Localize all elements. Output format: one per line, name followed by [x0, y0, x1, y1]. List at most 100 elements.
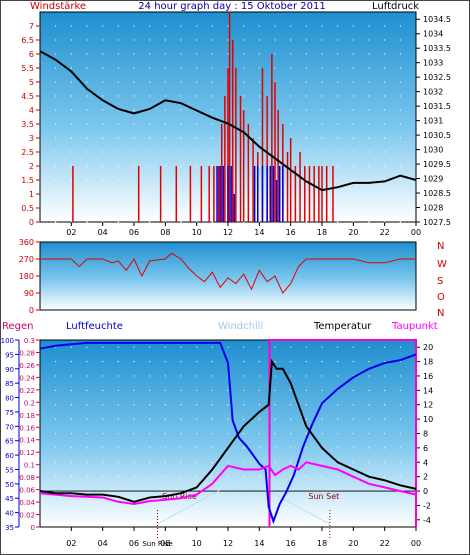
grid-dot: [337, 39, 339, 41]
x-tick-label: 10: [192, 539, 202, 548]
grid-dot: [352, 389, 354, 391]
grid-dot: [368, 67, 370, 69]
grid-dot: [368, 447, 370, 449]
grid-dot: [70, 389, 72, 391]
grid-dot: [180, 375, 182, 377]
grid-dot: [133, 109, 135, 111]
grid-dot: [70, 207, 72, 209]
grid-dot: [86, 504, 88, 507]
grid-dot: [368, 109, 370, 111]
grid-dot: [258, 165, 260, 167]
grid-dot: [117, 476, 119, 478]
grid-dot: [352, 360, 354, 363]
grid-dot: [368, 137, 370, 139]
grid-dot: [180, 109, 182, 111]
grid-dot: [290, 109, 292, 111]
x-tick-label: 08: [160, 539, 170, 548]
grid-dot: [86, 207, 88, 209]
grid-dot: [352, 207, 354, 209]
grid-dot: [180, 404, 182, 406]
grid-dot: [384, 193, 386, 195]
grid-dot: [227, 476, 229, 478]
grid-dot: [149, 504, 151, 507]
grid-dot: [321, 39, 323, 41]
y-right-tick-label: 1031: [423, 117, 443, 126]
grid-dot: [290, 53, 292, 55]
grid-dot: [180, 53, 182, 55]
grid-dot: [352, 39, 354, 41]
grid-dot: [399, 179, 401, 181]
grid-dot: [384, 137, 386, 139]
grid-dot: [352, 137, 354, 139]
grid-dot: [290, 389, 292, 391]
grid-dot: [86, 519, 88, 521]
grid-dot: [117, 519, 119, 521]
grid-dot: [133, 179, 135, 181]
grid-dot: [384, 504, 386, 507]
x-tick-label: 20: [348, 228, 358, 237]
grid-dot: [102, 53, 104, 55]
x-tick-label: 08: [160, 228, 170, 237]
grid-dot: [368, 375, 370, 377]
grid-dot: [149, 375, 151, 377]
grid-dot: [196, 207, 198, 209]
label-luftdruck: Luftdruck: [372, 1, 419, 12]
grid-dot: [337, 375, 339, 377]
grid-dot: [86, 447, 88, 449]
grid-dot: [196, 95, 198, 97]
grid-dot: [243, 476, 245, 478]
grid-dot: [180, 346, 182, 348]
grid-dot: [211, 67, 213, 69]
grid-dot: [149, 461, 151, 463]
grid-dot: [352, 123, 354, 125]
grid-dot: [180, 123, 182, 125]
panel-wind-direction: [39, 241, 417, 311]
y-direction-tick-label: 0: [29, 306, 34, 315]
grid-dot: [117, 137, 119, 139]
grid-dot: [399, 39, 401, 41]
grid-dot: [352, 504, 354, 507]
grid-dot: [305, 123, 307, 125]
grid-dot: [180, 39, 182, 41]
grid-dot: [352, 67, 354, 69]
grid-dot: [321, 432, 323, 435]
grid-dot: [180, 165, 182, 167]
grid-dot: [211, 476, 213, 478]
grid-dot: [368, 179, 370, 181]
grid-dot: [55, 504, 57, 507]
grid-dot: [227, 418, 229, 420]
y-temp-tick-label: 14: [423, 386, 433, 395]
grid-dot: [55, 432, 57, 435]
grid-dot: [337, 109, 339, 111]
grid-dot: [243, 375, 245, 377]
grid-dot: [149, 360, 151, 363]
grid-dot: [258, 25, 260, 27]
y-left-tick-label: 6.5: [21, 36, 34, 45]
grid-dot: [321, 360, 323, 363]
grid-dot: [321, 137, 323, 139]
grid-dot: [55, 151, 57, 153]
grid-dot: [133, 476, 135, 478]
grid-dot: [149, 193, 151, 195]
y-temp-tick-label: 10: [423, 415, 433, 424]
y-direction-tick-label: 90: [24, 289, 34, 298]
grid-dot: [55, 53, 57, 55]
grid-dot: [180, 95, 182, 97]
grid-dot: [180, 151, 182, 153]
grid-dot: [55, 207, 57, 209]
y-humidity-tick-label: 55: [5, 466, 14, 474]
grid-dot: [149, 389, 151, 391]
grid-dot: [86, 432, 88, 435]
grid-dot: [258, 207, 260, 209]
grid-dot: [133, 207, 135, 209]
grid-dot: [290, 360, 292, 363]
grid-dot: [196, 375, 198, 377]
grid-dot: [133, 375, 135, 377]
grid-dot: [86, 346, 88, 348]
grid-dot: [149, 39, 151, 41]
grid-dot: [384, 165, 386, 167]
compass-n-bottom: N: [437, 308, 444, 319]
grid-dot: [211, 151, 213, 153]
grid-dot: [196, 123, 198, 125]
grid-dot: [102, 179, 104, 181]
